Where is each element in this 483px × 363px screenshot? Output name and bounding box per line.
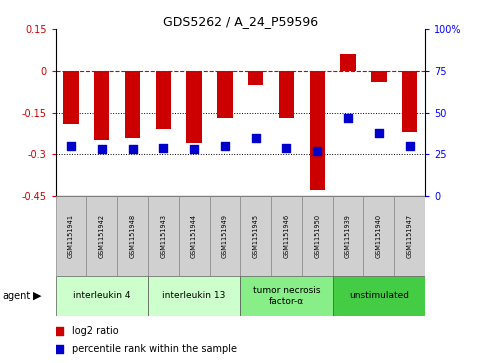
Bar	[117, 196, 148, 276]
Point	[67, 143, 75, 149]
Text: GSM1151949: GSM1151949	[222, 214, 228, 258]
Text: percentile rank within the sample: percentile rank within the sample	[72, 344, 237, 354]
Bar	[341, 54, 356, 71]
Bar	[310, 71, 325, 191]
Bar	[186, 71, 202, 143]
Text: GSM1151942: GSM1151942	[99, 214, 105, 258]
Bar	[333, 276, 425, 316]
Text: GSM1151944: GSM1151944	[191, 214, 197, 258]
Bar	[333, 196, 364, 276]
Bar	[86, 196, 117, 276]
Text: unstimulated: unstimulated	[349, 291, 409, 300]
Text: GSM1151948: GSM1151948	[129, 214, 136, 258]
Bar	[148, 196, 179, 276]
Bar	[394, 196, 425, 276]
Text: GSM1151939: GSM1151939	[345, 214, 351, 258]
Point	[56, 346, 63, 352]
Point	[128, 146, 136, 152]
Text: GSM1151946: GSM1151946	[284, 214, 289, 258]
Text: GSM1151943: GSM1151943	[160, 214, 166, 258]
Text: GSM1151940: GSM1151940	[376, 214, 382, 258]
Bar	[56, 276, 148, 316]
Bar	[240, 196, 271, 276]
Point	[344, 115, 352, 121]
Point	[283, 145, 290, 151]
Text: agent: agent	[2, 291, 30, 301]
Bar	[364, 196, 394, 276]
Text: GSM1151945: GSM1151945	[253, 214, 259, 258]
Bar	[402, 71, 417, 132]
Bar	[148, 276, 241, 316]
Text: log2 ratio: log2 ratio	[72, 326, 119, 336]
Point	[313, 148, 321, 154]
Point	[159, 145, 167, 151]
Point	[221, 143, 229, 149]
Bar	[371, 71, 386, 82]
Bar	[94, 71, 110, 140]
Text: ▶: ▶	[33, 291, 42, 301]
Point	[190, 146, 198, 152]
Bar	[271, 196, 302, 276]
Point	[98, 146, 106, 152]
Text: tumor necrosis
factor-α: tumor necrosis factor-α	[253, 286, 320, 306]
Bar	[156, 71, 171, 129]
Text: interleukin 13: interleukin 13	[162, 291, 226, 300]
Point	[252, 135, 259, 140]
Text: GSM1151941: GSM1151941	[68, 214, 74, 258]
Bar	[179, 196, 210, 276]
Bar	[63, 71, 79, 124]
Bar	[248, 71, 263, 85]
Bar	[302, 196, 333, 276]
Bar	[217, 71, 233, 118]
Point	[406, 143, 413, 149]
Text: GSM1151947: GSM1151947	[407, 214, 412, 258]
Text: interleukin 4: interleukin 4	[73, 291, 130, 300]
Title: GDS5262 / A_24_P59596: GDS5262 / A_24_P59596	[163, 15, 318, 28]
Bar	[210, 196, 240, 276]
Text: GSM1151950: GSM1151950	[314, 214, 320, 258]
Bar	[56, 196, 86, 276]
Bar	[240, 276, 333, 316]
Point	[375, 130, 383, 135]
Bar	[279, 71, 294, 118]
Point	[56, 328, 63, 334]
Bar	[125, 71, 140, 138]
